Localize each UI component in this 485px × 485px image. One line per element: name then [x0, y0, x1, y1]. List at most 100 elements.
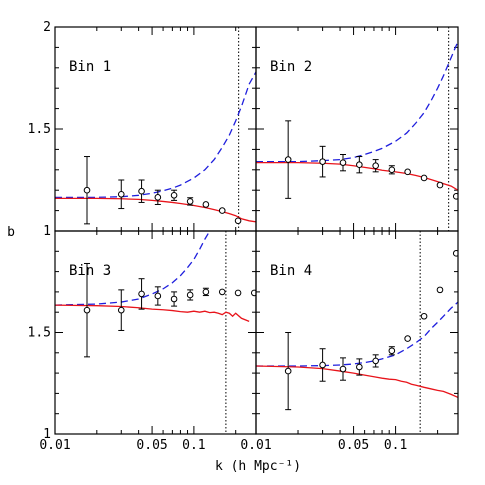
point-marker — [404, 168, 411, 176]
point-marker — [250, 289, 256, 297]
point-marker — [388, 166, 396, 174]
point-marker — [404, 335, 411, 342]
data-point — [404, 168, 411, 176]
data-point — [404, 335, 411, 342]
point-marker — [117, 306, 125, 314]
panel-2: Bin 2 — [255, 26, 459, 232]
point-marker — [420, 174, 428, 182]
solid-model-curve — [55, 197, 256, 223]
x-ticks-panel-2 — [255, 27, 439, 231]
point-marker — [234, 289, 242, 297]
point-marker — [170, 295, 178, 303]
point-marker — [436, 286, 444, 294]
data-point — [436, 181, 444, 189]
panel-label: Bin 1 — [69, 59, 111, 75]
point-marker — [356, 363, 363, 371]
x-tick-label: 0.01 — [39, 438, 70, 453]
panel-3: Bin 3 1.5 10.01 0.05 0.1 — [28, 230, 257, 453]
data-point — [339, 154, 347, 172]
data-point — [83, 156, 91, 225]
data-point — [234, 217, 242, 225]
data-point — [117, 289, 125, 331]
data-point — [117, 179, 125, 210]
data-point — [186, 197, 194, 206]
point-marker — [319, 158, 326, 165]
dashed-model-curve — [55, 71, 256, 198]
point-marker — [319, 361, 326, 369]
plot-area-4 — [256, 231, 458, 434]
x-ticks-panel-1 — [54, 27, 237, 231]
y-ticks-panel-2 — [256, 26, 458, 232]
data-point — [388, 165, 396, 175]
x-tick-label: 0.05 — [136, 438, 167, 453]
point-marker — [452, 193, 458, 200]
point-marker — [436, 181, 444, 189]
point-marker — [339, 159, 347, 166]
data-point — [388, 346, 396, 356]
point-marker — [170, 192, 178, 199]
data-point — [186, 289, 194, 301]
data-point — [452, 250, 458, 257]
x-tick-label: 0.1 — [384, 438, 407, 453]
y-tick-label: 1 — [43, 224, 51, 239]
x-axis-label: k (h Mpc⁻¹) — [215, 459, 301, 474]
data-point — [372, 159, 379, 173]
data-point — [154, 286, 162, 306]
x-tick-label: 0.01 — [240, 438, 271, 453]
point-marker — [154, 194, 162, 201]
panel-label: Bin 4 — [270, 263, 312, 279]
data-point — [138, 278, 145, 310]
point-marker — [372, 162, 379, 170]
plot-area-1 — [55, 27, 256, 231]
point-marker — [83, 186, 91, 194]
solid-model-curve — [55, 304, 250, 322]
point-marker — [420, 312, 428, 320]
y-axis-label: b — [7, 225, 15, 240]
point-marker — [117, 190, 125, 198]
point-marker — [218, 288, 226, 296]
x-ticks-panel-3 — [54, 231, 237, 434]
point-marker — [154, 292, 162, 300]
data-point — [154, 189, 162, 205]
point-marker — [372, 357, 379, 365]
data-point — [436, 286, 444, 294]
data-point — [234, 289, 242, 297]
x-tick-label: 0.05 — [338, 438, 369, 453]
point-marker — [284, 367, 292, 375]
point-marker — [234, 217, 242, 225]
data-point — [138, 179, 145, 203]
point-marker — [218, 207, 226, 214]
data-point — [202, 287, 210, 297]
point-marker — [452, 250, 458, 257]
point-marker — [186, 198, 194, 205]
data-point — [250, 289, 256, 297]
data-point — [356, 358, 363, 376]
y-tick-label: 1.5 — [28, 326, 51, 341]
y-tick-label: 2 — [43, 20, 51, 35]
y-tick-label: 1 — [43, 427, 51, 442]
data-point — [284, 120, 292, 199]
data-point — [218, 288, 226, 296]
data-point — [170, 291, 178, 307]
point-marker — [356, 161, 363, 168]
y-tick-label: 1.5 — [28, 122, 51, 137]
data-point — [319, 145, 326, 178]
panel-1: Bin 1 2 1.5 1 — [28, 20, 257, 239]
data-point — [339, 357, 347, 381]
x-ticks-panel-4 — [255, 231, 439, 434]
data-point — [372, 354, 379, 368]
data-point — [284, 332, 292, 411]
point-marker — [83, 306, 91, 314]
point-marker — [388, 347, 396, 355]
panel-4: Bin 4 0.01 0.05 0.1 — [240, 230, 459, 453]
point-marker — [202, 201, 210, 208]
dashed-model-curve — [256, 301, 458, 367]
panel-label: Bin 3 — [69, 263, 111, 279]
data-point — [202, 201, 210, 208]
data-point — [83, 262, 91, 358]
data-point — [420, 174, 428, 182]
data-point — [319, 348, 326, 382]
data-point — [420, 312, 428, 320]
